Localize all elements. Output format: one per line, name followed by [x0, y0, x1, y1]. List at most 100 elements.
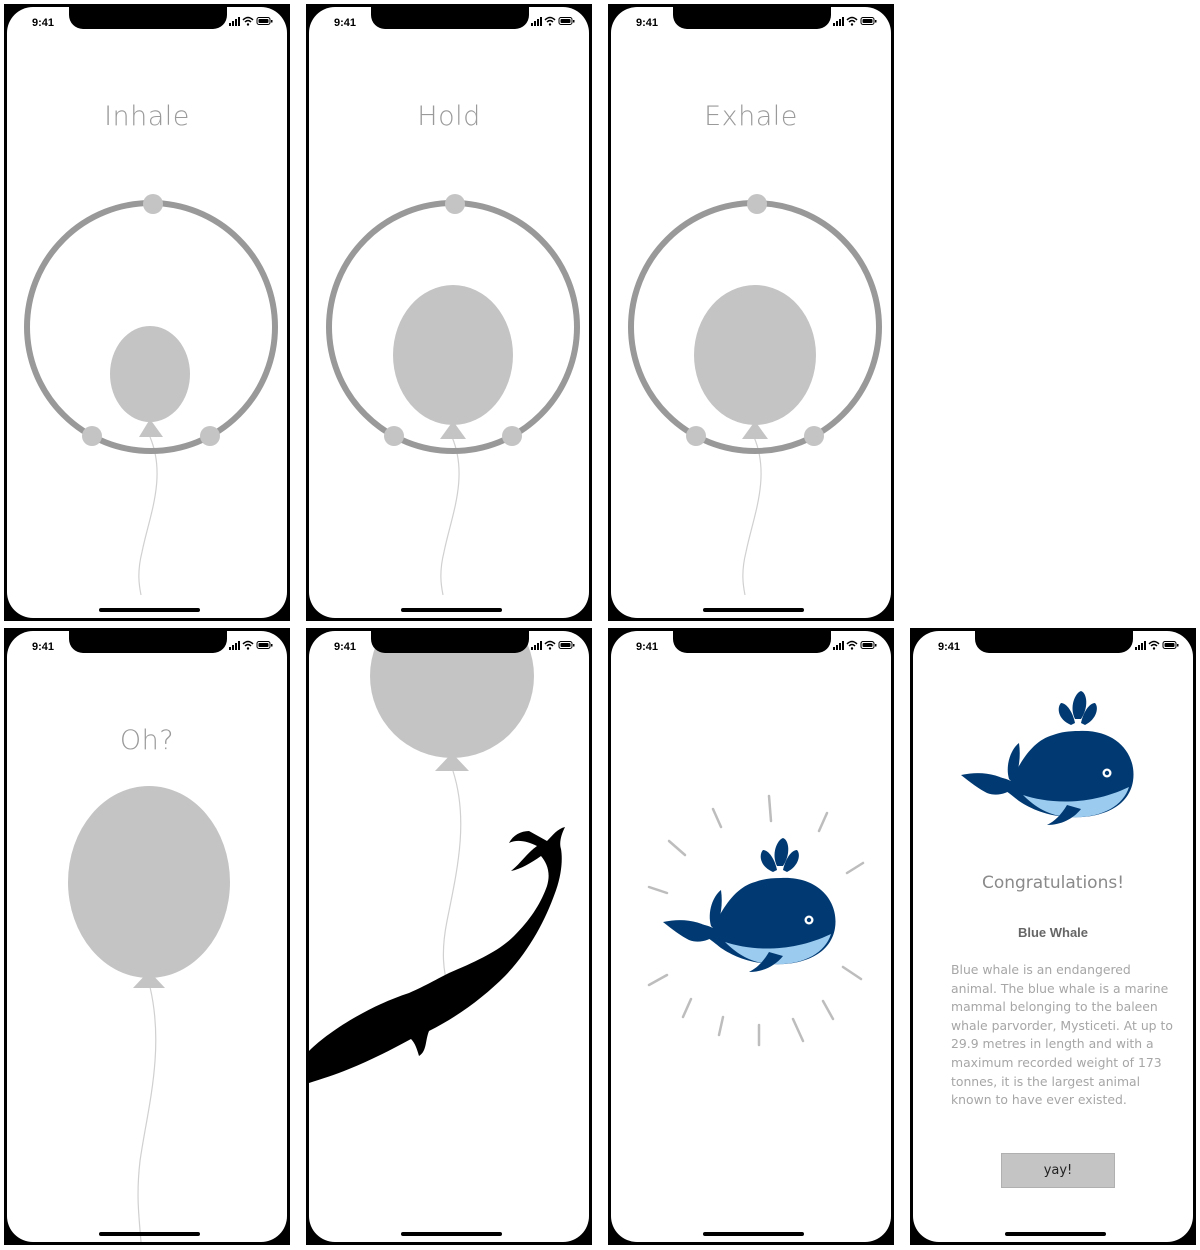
screen-result: 9:41 Congratulations! Blue Whale Blue wh…: [913, 631, 1193, 1242]
battery-icon: [860, 17, 877, 25]
status-icons: [833, 640, 877, 650]
signal-icon: [1135, 641, 1146, 650]
battery-icon: [558, 641, 575, 649]
screen-inhale: 9:41 Inhale: [7, 7, 287, 618]
congrats-title: Congratulations!: [981, 873, 1125, 893]
signal-icon: [531, 641, 542, 650]
home-indicator[interactable]: [401, 1232, 502, 1236]
notch: [371, 7, 529, 29]
status-time: 9:41: [636, 641, 659, 653]
phone-reveal: 9:41: [306, 628, 592, 1245]
signal-icon: [531, 17, 542, 26]
home-indicator[interactable]: [703, 608, 804, 612]
phase-title: Inhale: [104, 101, 190, 132]
yay-button[interactable]: yay!: [1001, 1153, 1115, 1188]
notch: [975, 631, 1133, 653]
burst-rays: [647, 794, 865, 1047]
ring-marker-top: [747, 194, 767, 214]
battery-icon: [256, 641, 273, 649]
wifi-icon: [1148, 640, 1160, 650]
balloon: [110, 326, 190, 422]
phone-result: 9:41 Congratulations! Blue Whale Blue wh…: [910, 628, 1196, 1245]
status-icons: [531, 16, 575, 26]
notch: [673, 7, 831, 29]
ring-marker-right: [804, 426, 824, 446]
balloon: [694, 285, 816, 425]
balloon-visual: [68, 786, 230, 1242]
whale-silhouette: [309, 827, 565, 1083]
signal-icon: [229, 17, 240, 26]
status-icons: [229, 16, 273, 26]
wifi-icon: [846, 640, 858, 650]
balloon: [68, 786, 230, 978]
balloon-string: [440, 436, 460, 596]
status-icons: [229, 640, 273, 650]
phone-whale-burst: 9:41: [608, 628, 894, 1245]
balloon-string: [138, 436, 158, 596]
status-icons: [1135, 640, 1179, 650]
ring-marker-right: [200, 426, 220, 446]
home-indicator[interactable]: [1005, 1232, 1106, 1236]
status-icons: [833, 16, 877, 26]
status-icons: [531, 640, 575, 650]
ring-marker-top: [143, 194, 163, 214]
breathing-visual: [326, 194, 580, 596]
status-time: 9:41: [32, 17, 55, 29]
battery-icon: [256, 17, 273, 25]
balloon: [393, 285, 513, 425]
animal-description: Blue whale is an endangered animal. The …: [951, 962, 1173, 1108]
screen-whale-burst: 9:41: [611, 631, 891, 1242]
phone-oh: 9:41 Oh?: [4, 628, 290, 1245]
notch: [69, 7, 227, 29]
signal-icon: [229, 641, 240, 650]
screen-oh: 9:41 Oh?: [7, 631, 287, 1242]
phone-hold: 9:41 Hold: [306, 4, 592, 621]
balloon: [370, 631, 534, 758]
ring-marker-right: [502, 426, 522, 446]
status-time: 9:41: [334, 641, 357, 653]
battery-icon: [558, 17, 575, 25]
wifi-icon: [242, 16, 254, 26]
screen-exhale: 9:41 Exhale: [611, 7, 891, 618]
wifi-icon: [846, 16, 858, 26]
balloon-knot: [742, 421, 768, 439]
balloon-knot: [133, 971, 165, 988]
phone-exhale: 9:41 Exhale: [608, 4, 894, 621]
balloon-knot: [440, 421, 466, 439]
home-indicator[interactable]: [401, 608, 502, 612]
screen-hold: 9:41 Hold: [309, 7, 589, 618]
balloon-string: [442, 770, 462, 992]
home-indicator[interactable]: [703, 1232, 804, 1236]
status-time: 9:41: [636, 17, 659, 29]
status-time: 9:41: [32, 641, 55, 653]
phase-title: Hold: [417, 101, 481, 132]
home-indicator[interactable]: [99, 608, 200, 612]
ring-marker-top: [445, 194, 465, 214]
breathing-visual: [24, 194, 278, 596]
battery-icon: [1162, 641, 1179, 649]
wifi-icon: [242, 640, 254, 650]
signal-icon: [833, 641, 844, 650]
ring-marker-left: [686, 426, 706, 446]
phase-title: Oh?: [119, 725, 175, 756]
whale-burst-visual: [647, 794, 865, 1047]
notch: [371, 631, 529, 653]
whale-icon: [961, 691, 1134, 825]
notch: [673, 631, 831, 653]
balloon-knot: [435, 753, 469, 771]
status-time: 9:41: [938, 641, 961, 653]
wifi-icon: [544, 640, 556, 650]
reveal-visual: [309, 631, 565, 1083]
signal-icon: [833, 17, 844, 26]
home-indicator[interactable]: [99, 1232, 200, 1236]
whale-icon: [663, 838, 836, 972]
phone-inhale: 9:41 Inhale: [4, 4, 290, 621]
animal-name: Blue Whale: [1017, 925, 1089, 940]
wifi-icon: [544, 16, 556, 26]
battery-icon: [860, 641, 877, 649]
screen-reveal: 9:41: [309, 631, 589, 1242]
notch: [69, 631, 227, 653]
status-time: 9:41: [334, 17, 357, 29]
balloon-string: [742, 436, 762, 596]
balloon-string: [137, 986, 157, 1242]
